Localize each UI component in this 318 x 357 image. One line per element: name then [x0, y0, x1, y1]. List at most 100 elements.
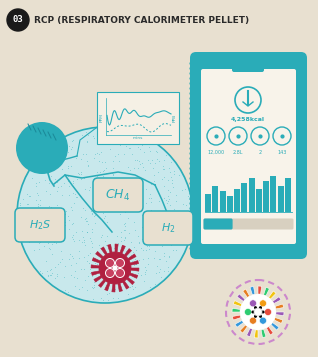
Point: [45, 272, 51, 278]
Point: [68, 262, 73, 268]
Point: [24, 191, 29, 197]
Point: [145, 243, 150, 248]
Point: [163, 258, 169, 264]
Polygon shape: [99, 280, 106, 287]
Point: [25, 201, 30, 206]
Circle shape: [115, 258, 125, 267]
Point: [41, 243, 46, 249]
Point: [147, 246, 152, 252]
Point: [117, 254, 122, 260]
Point: [63, 219, 68, 225]
Point: [66, 165, 71, 171]
Point: [131, 136, 136, 142]
Point: [90, 134, 95, 139]
Point: [28, 193, 33, 199]
Point: [107, 290, 112, 296]
Point: [54, 145, 59, 151]
Circle shape: [265, 308, 272, 316]
Point: [156, 198, 161, 204]
Point: [93, 275, 99, 281]
Point: [88, 208, 93, 214]
Point: [67, 192, 72, 198]
Point: [117, 204, 122, 210]
Point: [69, 273, 74, 278]
Point: [95, 191, 100, 197]
Text: $H_2$: $H_2$: [161, 221, 175, 235]
Point: [136, 239, 141, 245]
Point: [73, 155, 78, 161]
Point: [102, 197, 107, 203]
Point: [28, 232, 33, 237]
Point: [126, 291, 131, 297]
Point: [92, 282, 97, 288]
Point: [167, 190, 172, 195]
Point: [60, 147, 66, 152]
Point: [112, 245, 117, 250]
Point: [52, 275, 58, 281]
Point: [100, 168, 105, 174]
Text: mins: mins: [133, 136, 143, 140]
Point: [143, 200, 149, 206]
Point: [153, 281, 158, 287]
Polygon shape: [123, 281, 129, 289]
Point: [100, 159, 105, 165]
Point: [185, 193, 190, 199]
Point: [146, 255, 151, 261]
Point: [72, 274, 77, 280]
Point: [141, 247, 146, 252]
Point: [55, 185, 60, 190]
Point: [104, 242, 109, 248]
Polygon shape: [264, 287, 269, 296]
Point: [172, 168, 177, 174]
FancyBboxPatch shape: [15, 208, 65, 242]
Point: [116, 295, 121, 301]
Point: [161, 166, 166, 172]
Point: [70, 253, 75, 259]
Point: [157, 269, 162, 275]
Point: [70, 235, 75, 240]
Point: [29, 175, 34, 181]
Point: [51, 236, 56, 242]
Point: [70, 137, 75, 143]
Point: [175, 239, 180, 245]
Point: [123, 220, 128, 226]
Point: [96, 191, 101, 196]
Point: [149, 195, 154, 201]
Circle shape: [250, 317, 257, 324]
Point: [137, 200, 142, 205]
Polygon shape: [105, 282, 110, 291]
Point: [25, 201, 31, 207]
Point: [148, 284, 153, 290]
Point: [22, 218, 27, 224]
Point: [55, 179, 60, 185]
Point: [32, 231, 37, 237]
Point: [118, 142, 123, 148]
Point: [170, 247, 176, 253]
Point: [47, 217, 52, 223]
Polygon shape: [269, 291, 276, 299]
Text: $CH_4$: $CH_4$: [106, 187, 131, 202]
Point: [135, 144, 141, 150]
Point: [97, 246, 102, 251]
Point: [136, 257, 141, 262]
Point: [146, 215, 151, 220]
Point: [143, 267, 148, 273]
Point: [134, 261, 139, 267]
Point: [180, 212, 185, 217]
Circle shape: [259, 300, 266, 307]
Point: [168, 175, 173, 180]
Point: [171, 206, 176, 211]
Point: [130, 249, 135, 255]
Point: [134, 198, 139, 204]
Point: [114, 138, 119, 144]
Point: [133, 247, 138, 253]
Point: [137, 161, 142, 167]
Point: [128, 267, 134, 272]
Point: [132, 192, 137, 198]
Polygon shape: [131, 268, 139, 271]
Point: [86, 221, 91, 227]
Circle shape: [106, 258, 114, 267]
Point: [86, 163, 91, 169]
Text: 03: 03: [13, 15, 24, 25]
Point: [109, 286, 114, 292]
